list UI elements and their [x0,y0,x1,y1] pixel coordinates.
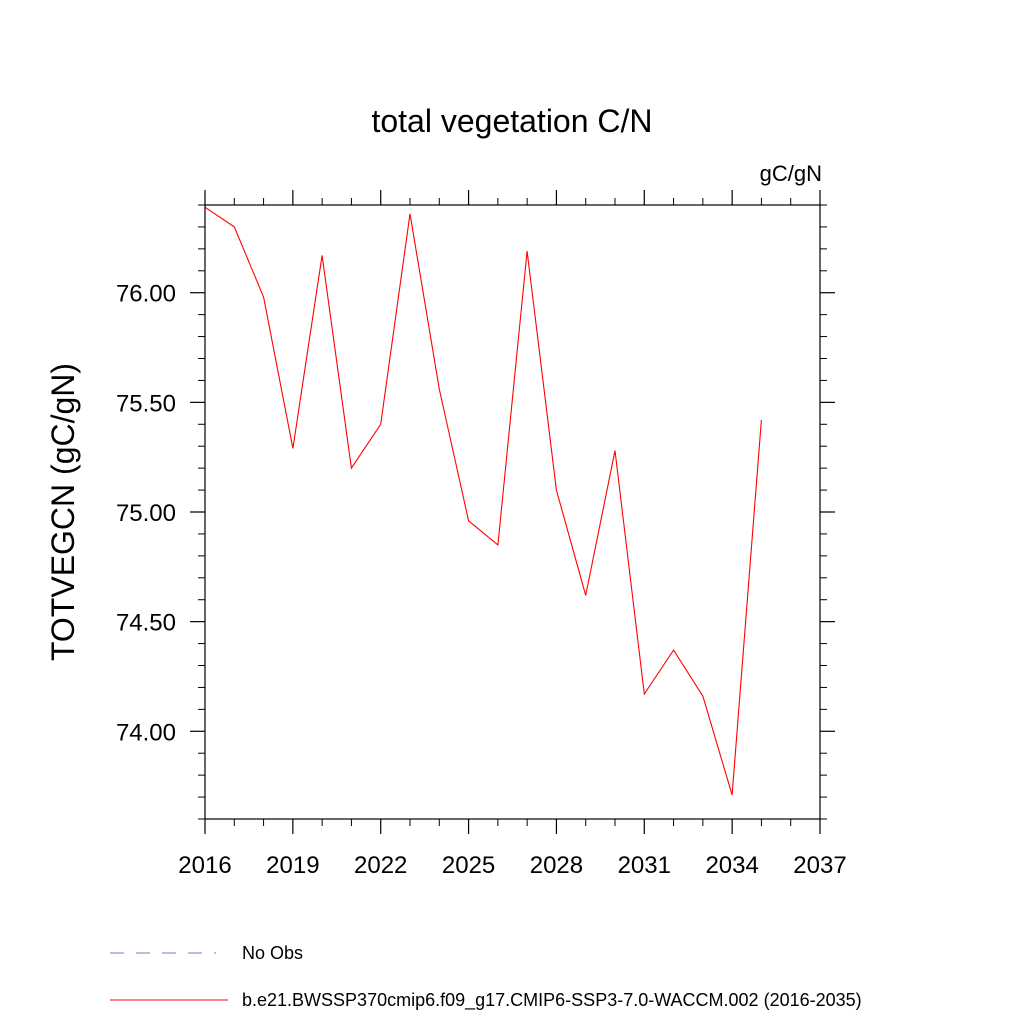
y-axis-title: TOTVEGCN (gC/gN) [45,363,81,661]
y-tick-label: 76.00 [116,281,176,308]
y-tick-label: 75.50 [116,390,176,417]
y-tick-label: 74.50 [116,610,176,637]
units-label: gC/gN [760,161,822,186]
y-tick-labels: 74.00 74.50 75.00 75.50 76.00 [116,281,176,747]
x-tick-label: 2016 [178,852,231,879]
x-tick-label: 2034 [705,852,758,879]
x-tick-label: 2019 [266,852,319,879]
x-tick-label: 2037 [793,852,846,879]
y-tick-label: 75.00 [116,500,176,527]
x-tick-label: 2022 [354,852,407,879]
legend: No Obs b.e21.BWSSP370cmip6.f09_g17.CMIP6… [110,943,862,1011]
y-tick-label: 74.00 [116,719,176,746]
x-tick-label: 2025 [442,852,495,879]
x-tick-labels: 2016 2019 2022 2025 2028 2031 2034 2037 [178,852,846,879]
series-group [204,206,762,796]
axis-ticks [190,190,835,834]
chart-title: total vegetation C/N [371,103,652,139]
legend-label-no-obs: No Obs [242,943,303,963]
plot-frame [204,204,821,820]
legend-label-model: b.e21.BWSSP370cmip6.f09_g17.CMIP6-SSP3-7… [242,990,862,1011]
x-tick-label: 2031 [618,852,671,879]
series-line [204,206,762,796]
x-tick-label: 2028 [530,852,583,879]
